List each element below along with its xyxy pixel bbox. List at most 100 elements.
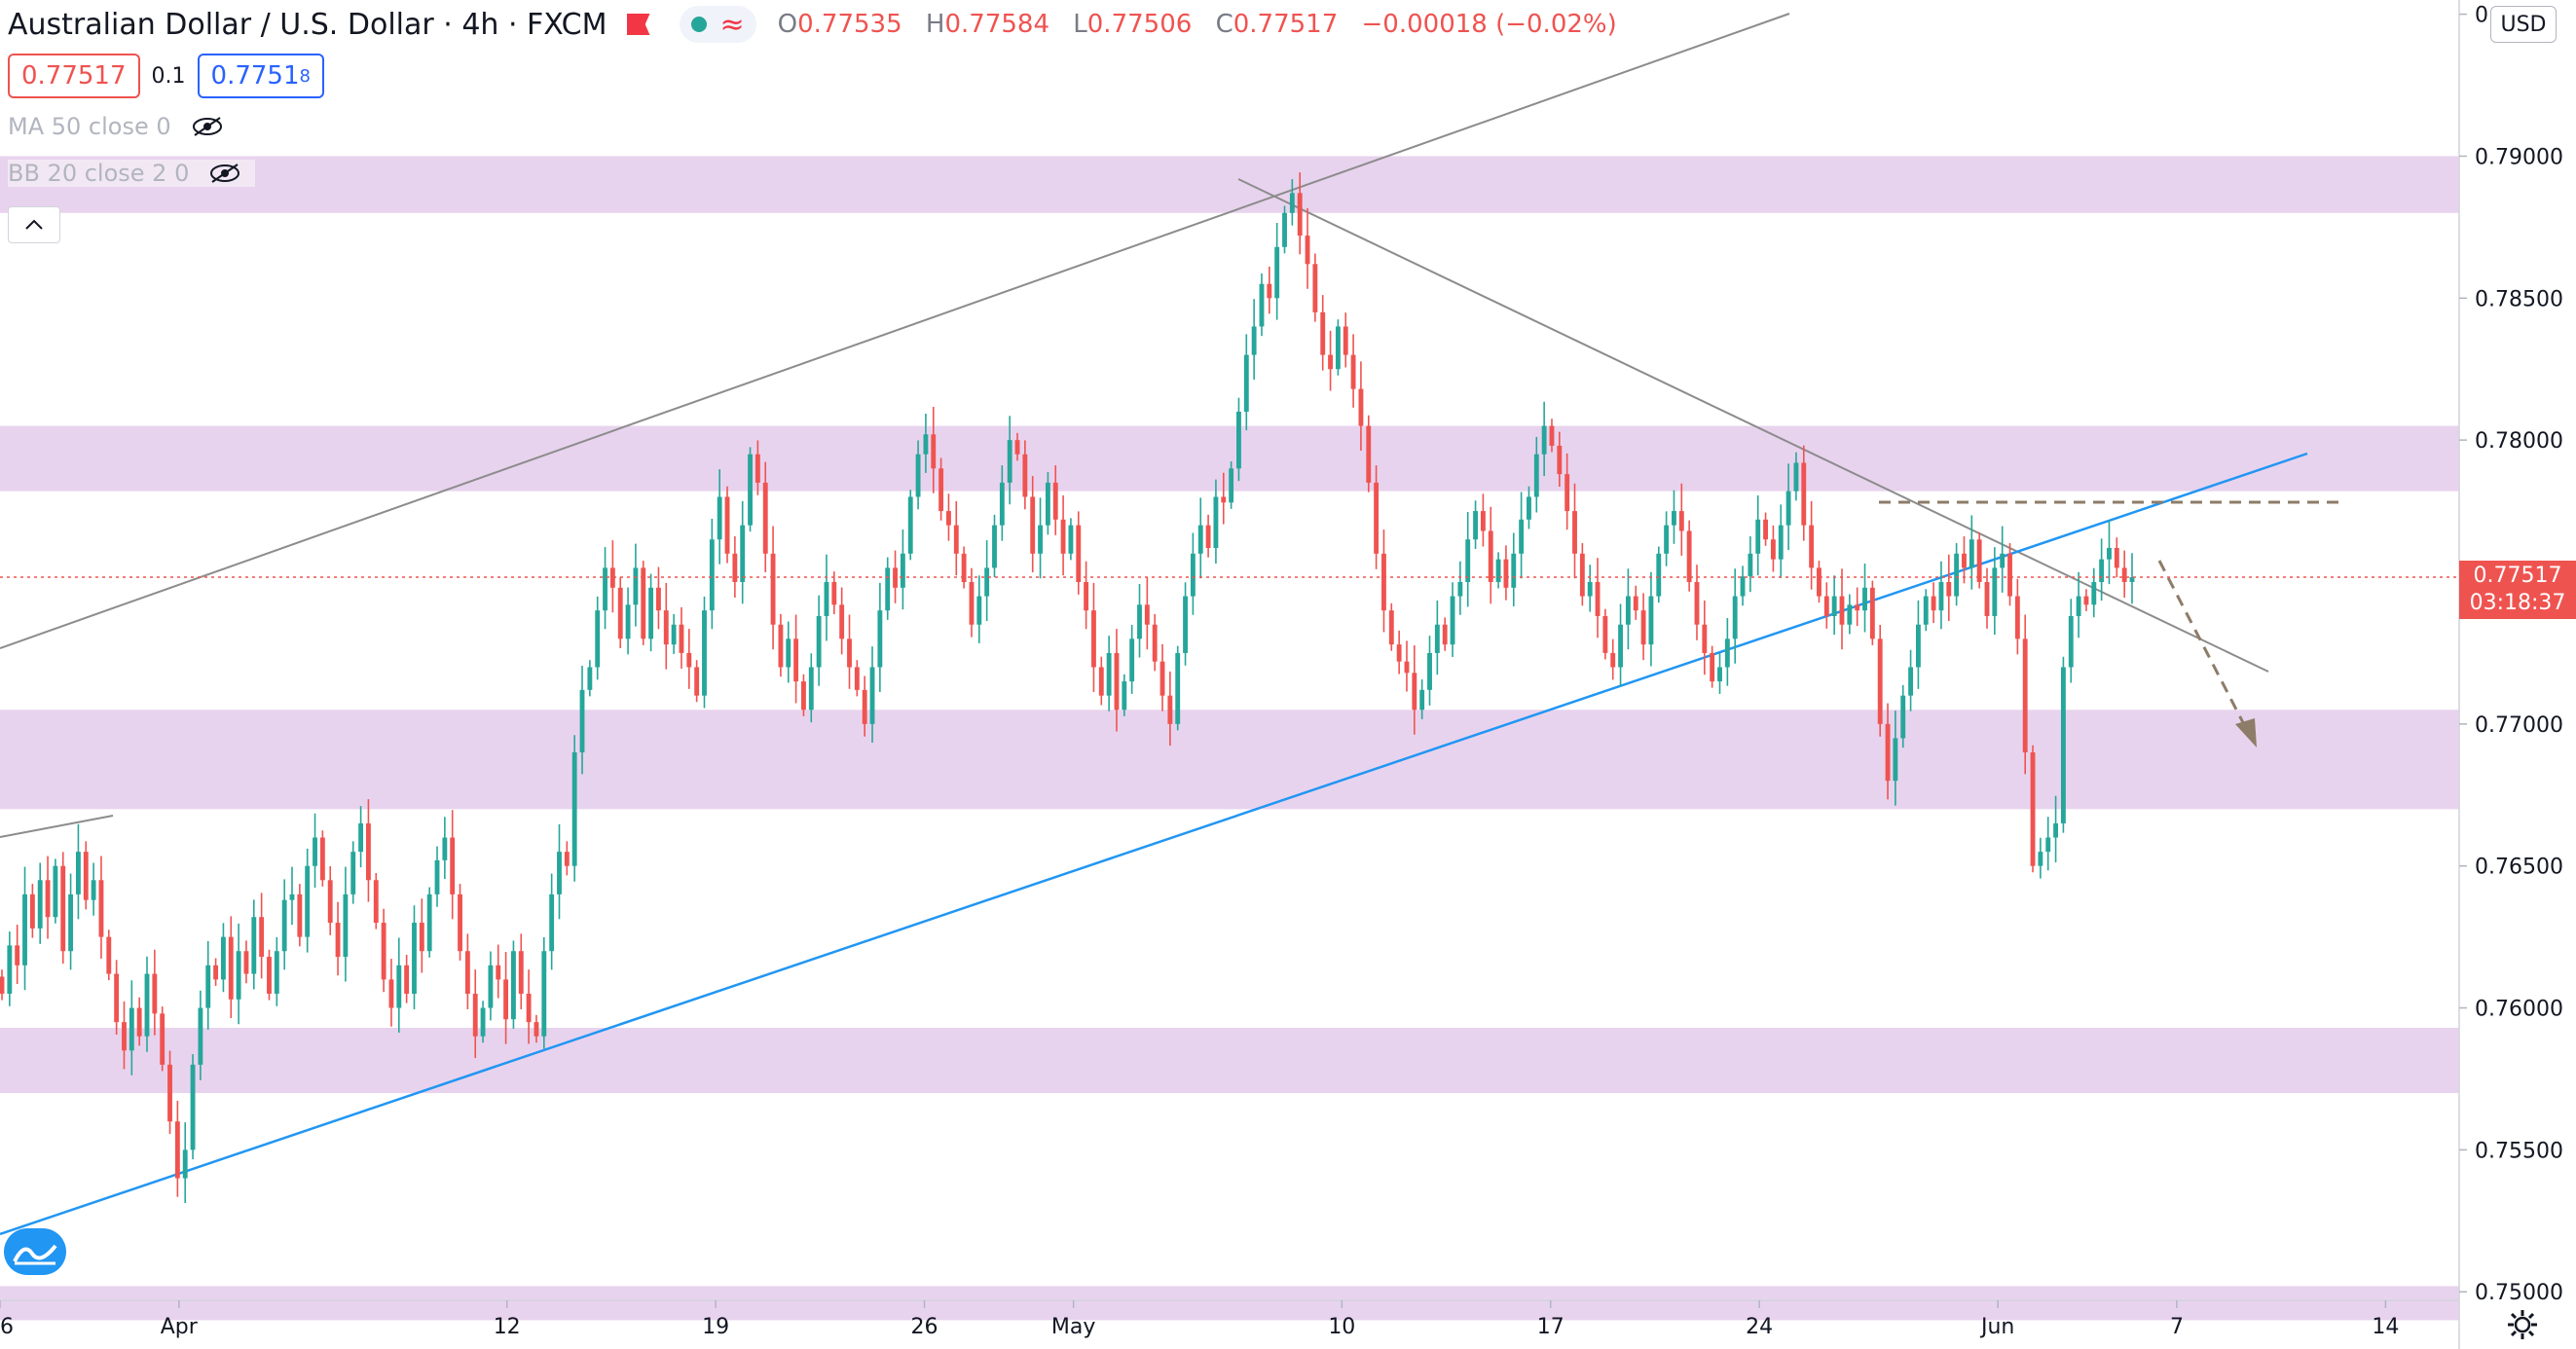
candle-body[interactable] <box>1900 695 1906 739</box>
settings-gear-icon[interactable] <box>2506 1308 2539 1341</box>
candle-body[interactable] <box>450 837 456 894</box>
candle-body[interactable] <box>160 1013 166 1065</box>
candle-body[interactable] <box>824 581 829 616</box>
candle-body[interactable] <box>877 610 883 668</box>
candle-body[interactable] <box>503 979 509 1020</box>
candle-body[interactable] <box>1343 326 1348 355</box>
candle-body[interactable] <box>1183 596 1188 653</box>
candle-body[interactable] <box>190 1064 196 1150</box>
candle-body[interactable] <box>625 604 631 639</box>
candle-body[interactable] <box>114 973 120 1023</box>
candle-body[interactable] <box>2091 581 2097 605</box>
candle-body[interactable] <box>1388 610 1394 645</box>
candle-body[interactable] <box>1190 553 1196 597</box>
candle-body[interactable] <box>2007 553 2012 597</box>
candle-body[interactable] <box>740 525 746 582</box>
candle-body[interactable] <box>2000 553 2006 568</box>
candle-body[interactable] <box>571 752 577 866</box>
candle-body[interactable] <box>931 434 937 469</box>
candle-body[interactable] <box>365 822 371 881</box>
candle-body[interactable] <box>748 454 753 526</box>
time-axis[interactable]: 26 Apr 12 19 26 May 10 17 24 Jun 7 14 <box>0 1299 2459 1339</box>
candle-body[interactable] <box>458 893 462 952</box>
candle-body[interactable] <box>518 951 524 994</box>
candle-body[interactable] <box>122 1022 127 1051</box>
candle-body[interactable] <box>404 965 410 994</box>
candle-body[interactable] <box>358 822 364 853</box>
candle-body[interactable] <box>534 1022 539 1037</box>
candle-body[interactable] <box>228 936 234 1000</box>
price-axis[interactable]: 0.75000 0.75500 0.76000 0.76500 0.77000 0.775… <box>2458 0 2563 1349</box>
candle-body[interactable] <box>1229 468 1234 503</box>
candle-body[interactable] <box>1694 581 1700 625</box>
buy-price-button[interactable]: 0.7751 8 <box>197 54 324 98</box>
candle-body[interactable] <box>969 581 975 625</box>
candle-body[interactable] <box>267 957 272 994</box>
candle-body[interactable] <box>152 973 158 1014</box>
projection-arrow[interactable] <box>2157 560 2251 735</box>
candle-body[interactable] <box>243 951 249 974</box>
eye-off-icon[interactable] <box>191 116 224 137</box>
candle-body[interactable] <box>1839 596 1845 625</box>
candle-body[interactable] <box>762 482 768 554</box>
candle-body[interactable] <box>984 567 990 597</box>
candle-body[interactable] <box>289 893 295 900</box>
candle-body[interactable] <box>1809 525 1815 568</box>
candle-body[interactable] <box>1549 425 1555 446</box>
candle-body[interactable] <box>1893 738 1898 782</box>
candle-body[interactable] <box>2022 638 2028 753</box>
candle-body[interactable] <box>1259 283 1265 327</box>
candle-body[interactable] <box>1527 496 1531 520</box>
candle-body[interactable] <box>1205 525 1211 548</box>
candle-body[interactable] <box>1030 496 1036 554</box>
candle-body[interactable] <box>1817 567 1822 597</box>
candle-body[interactable] <box>1358 388 1364 426</box>
candle-body[interactable] <box>2060 667 2066 823</box>
candle-body[interactable] <box>1664 525 1670 554</box>
candle-body[interactable] <box>1686 530 1692 582</box>
candle-body[interactable] <box>472 993 478 1037</box>
indicator-bb20[interactable]: BB 20 close 2 0 <box>8 160 256 187</box>
candle-body[interactable] <box>1465 539 1471 582</box>
candle-body[interactable] <box>847 638 852 668</box>
candle-body[interactable] <box>2076 596 2081 616</box>
candle-body[interactable] <box>198 1007 203 1065</box>
candle-body[interactable] <box>144 973 150 1037</box>
candle-body[interactable] <box>1060 519 1066 554</box>
candle-body[interactable] <box>961 553 967 582</box>
candle-body[interactable] <box>442 837 448 860</box>
candle-body[interactable] <box>1732 596 1738 639</box>
candle-body[interactable] <box>1801 462 1807 526</box>
candle-body[interactable] <box>396 965 402 1008</box>
candle-body[interactable] <box>1793 462 1799 492</box>
candle-body[interactable] <box>1267 283 1272 299</box>
candle-body[interactable] <box>91 880 96 900</box>
candle-body[interactable] <box>1511 553 1517 588</box>
candle-body[interactable] <box>786 638 791 668</box>
candle-body[interactable] <box>1129 638 1135 682</box>
tradingview-logo-icon[interactable] <box>4 1228 66 1275</box>
candle-body[interactable] <box>869 667 875 724</box>
candle-body[interactable] <box>1038 525 1043 554</box>
candle-body[interactable] <box>1770 539 1776 560</box>
zone-4[interactable] <box>0 1286 2459 1321</box>
flag-icon[interactable] <box>626 14 650 35</box>
collapse-legend-button[interactable] <box>8 206 60 243</box>
candle-body[interactable] <box>236 951 241 1000</box>
candle-body[interactable] <box>732 553 738 582</box>
candle-body[interactable] <box>1992 567 1998 616</box>
candle-body[interactable] <box>1213 496 1219 548</box>
candle-body[interactable] <box>1022 454 1028 497</box>
candle-body[interactable] <box>1374 482 1380 554</box>
candle-body[interactable] <box>2121 567 2127 582</box>
candle-body[interactable] <box>1625 596 1631 625</box>
candle-body[interactable] <box>511 951 516 1020</box>
candle-body[interactable] <box>313 837 317 866</box>
candle-body[interactable] <box>68 893 74 952</box>
candle-body[interactable] <box>136 1007 142 1037</box>
candle-body[interactable] <box>1114 652 1120 711</box>
candle-body[interactable] <box>1197 525 1203 554</box>
candle-body[interactable] <box>1640 610 1646 645</box>
candle-body[interactable] <box>1396 644 1402 662</box>
